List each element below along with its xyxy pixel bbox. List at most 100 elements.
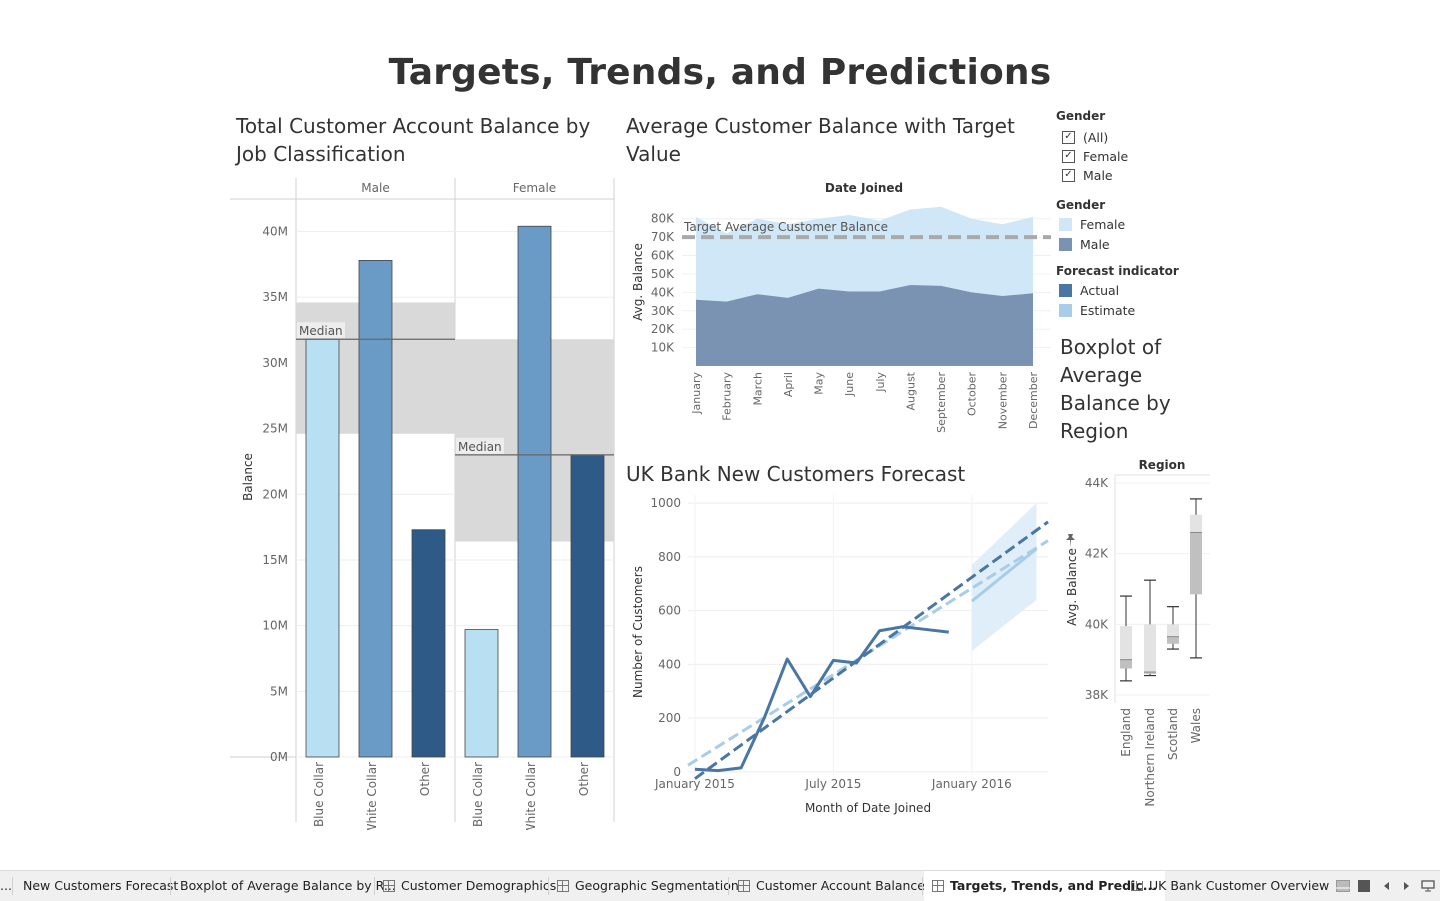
tab-uk-bank-customer-overview[interactable]: UK Bank Customer Overview — [1131, 871, 1329, 901]
y-tick-label: 800 — [658, 550, 681, 564]
y-axis-label: Avg. Balance — [631, 243, 645, 321]
legend-item-actual[interactable]: Actual — [1059, 283, 1119, 298]
y-tick-label: 40M — [262, 225, 288, 239]
x-tick-label: January 2015 — [654, 777, 735, 791]
bar-chart: 0M 5M 10M 15M 20M 25M 30M 35M 40M Balance Male Blue… — [230, 178, 615, 830]
y-tick-label: 10K — [651, 341, 675, 355]
pin-icon[interactable] — [1064, 533, 1077, 548]
legend-item-male[interactable]: Male — [1059, 237, 1110, 252]
y-tick-label: 40K — [1085, 617, 1109, 631]
x-tick-label: Other — [577, 762, 591, 796]
x-tick-label: July — [874, 372, 887, 393]
dashboard-grid-icon — [932, 880, 944, 892]
x-tick-label: January — [690, 372, 703, 415]
x-tick-label: January 2016 — [931, 777, 1012, 791]
tab-new-customers-forecast[interactable]: New Customers Forecast — [23, 871, 178, 901]
tab-boxplot[interactable]: Boxplot of Average Balance by R... — [180, 871, 396, 901]
median-label: Median — [299, 324, 343, 338]
bar — [411, 529, 446, 758]
x-tick-label: March — [751, 372, 764, 406]
x-tick-label: Northern Ireland — [1143, 708, 1157, 807]
tab-label: New Customers Forecast — [23, 878, 179, 893]
boxplot-title: Boxplot of Average Balance by Region — [1060, 335, 1171, 443]
tab-label: Targets, Trends, and Predic... — [950, 878, 1157, 893]
y-tick-label: 20M — [262, 487, 288, 501]
forecast-legend-title: Forecast indicator — [1056, 264, 1179, 278]
tab-divider — [728, 877, 729, 895]
x-tick-label: December — [1027, 372, 1040, 430]
legend-label: Actual — [1080, 283, 1120, 298]
filter-option-label: (All) — [1083, 130, 1109, 145]
y-tick-label: 50K — [651, 267, 675, 281]
legend-label: Estimate — [1080, 303, 1136, 318]
x-tick-label: February — [721, 372, 734, 421]
tab-divider — [374, 877, 375, 895]
tab-label: ... — [0, 878, 12, 893]
box-lower — [1144, 672, 1156, 674]
tab-label: UK Bank Customer Overview — [1149, 878, 1330, 893]
y-tick-label: 70K — [651, 230, 675, 244]
y-tick-label: 20K — [651, 322, 675, 336]
box-lower — [1167, 636, 1179, 644]
y-tick-label: 15M — [262, 553, 288, 567]
y-tick-label: 30K — [651, 304, 675, 318]
tab-geographic-segmentation[interactable]: Geographic Segmentation — [557, 871, 739, 901]
checkbox-icon[interactable]: ✓ — [1062, 150, 1075, 163]
x-tick-label: Wales — [1189, 708, 1203, 743]
tab-customer-demographics[interactable]: Customer Demographics — [383, 871, 556, 901]
bar — [464, 629, 499, 758]
x-tick-label: August — [904, 371, 917, 410]
y-tick-label: 42K — [1085, 547, 1109, 561]
x-tick-label: October — [966, 372, 979, 416]
filmstrip-icon[interactable] — [1336, 880, 1350, 892]
dashboard-grid-icon — [738, 880, 750, 892]
tab-truncated[interactable]: ... — [0, 871, 12, 901]
x-tick-label: September — [935, 372, 948, 433]
filter-option-all[interactable]: ✓ (All) — [1062, 130, 1108, 145]
x-tick-label: Blue Collar — [312, 762, 326, 827]
filter-option-female[interactable]: ✓ Female — [1062, 149, 1128, 164]
y-tick-label: 200 — [658, 711, 681, 725]
median-label: Median — [458, 440, 502, 454]
y-tick-label: 80K — [651, 212, 675, 226]
bar-chart-title: Total Customer Account Balance by Job Cl… — [236, 114, 591, 166]
legend-swatch — [1059, 238, 1072, 251]
prev-sheet-icon[interactable] — [1382, 881, 1390, 891]
x-tick-label: November — [996, 372, 1009, 430]
dashboard-title: Targets, Trends, and Predictions — [388, 52, 1052, 93]
x-tick-label: Other — [418, 762, 432, 796]
checkbox-icon[interactable]: ✓ — [1062, 169, 1075, 182]
tab-customer-account-balances[interactable]: Customer Account Balances — [738, 871, 932, 901]
story-book-icon — [1131, 881, 1143, 891]
tab-targets-trends-predictions[interactable]: Targets, Trends, and Predic... — [924, 871, 1165, 901]
filter-option-label: Female — [1083, 149, 1129, 164]
tab-label: Customer Demographics — [401, 878, 557, 893]
tab-divider — [170, 877, 171, 895]
legend-swatch — [1059, 284, 1072, 297]
legend-item-estimate[interactable]: Estimate — [1059, 303, 1135, 318]
box-upper — [1167, 624, 1179, 637]
x-tick-label: Blue Collar — [471, 762, 485, 827]
tab-label: Geographic Segmentation — [575, 878, 739, 893]
x-tick-label: Scotland — [1166, 708, 1180, 760]
checkbox-icon[interactable]: ✓ — [1062, 131, 1075, 144]
tiles-icon[interactable] — [1358, 880, 1370, 892]
bar — [358, 260, 393, 758]
y-axis-label: Avg. Balance — [1065, 548, 1079, 626]
dashboard-grid-icon — [383, 880, 395, 892]
target-label: Target Average Customer Balance — [683, 220, 888, 234]
legend-item-female[interactable]: Female — [1059, 217, 1125, 232]
bar — [517, 225, 552, 758]
forecast-band — [971, 503, 1037, 651]
trend-line-actual — [694, 520, 1049, 780]
y-tick-label: 600 — [658, 604, 681, 618]
y-tick-label: 38K — [1085, 688, 1109, 702]
y-axis-label: Number of Customers — [631, 566, 645, 698]
filter-option-male[interactable]: ✓ Male — [1062, 168, 1113, 183]
next-sheet-icon[interactable] — [1403, 881, 1411, 891]
y-tick-label: 10M — [262, 619, 288, 633]
tab-divider — [922, 877, 923, 895]
x-tick-label: April — [782, 372, 795, 397]
present-mode-icon[interactable] — [1421, 880, 1435, 892]
x-tick-label: White Collar — [365, 762, 379, 830]
